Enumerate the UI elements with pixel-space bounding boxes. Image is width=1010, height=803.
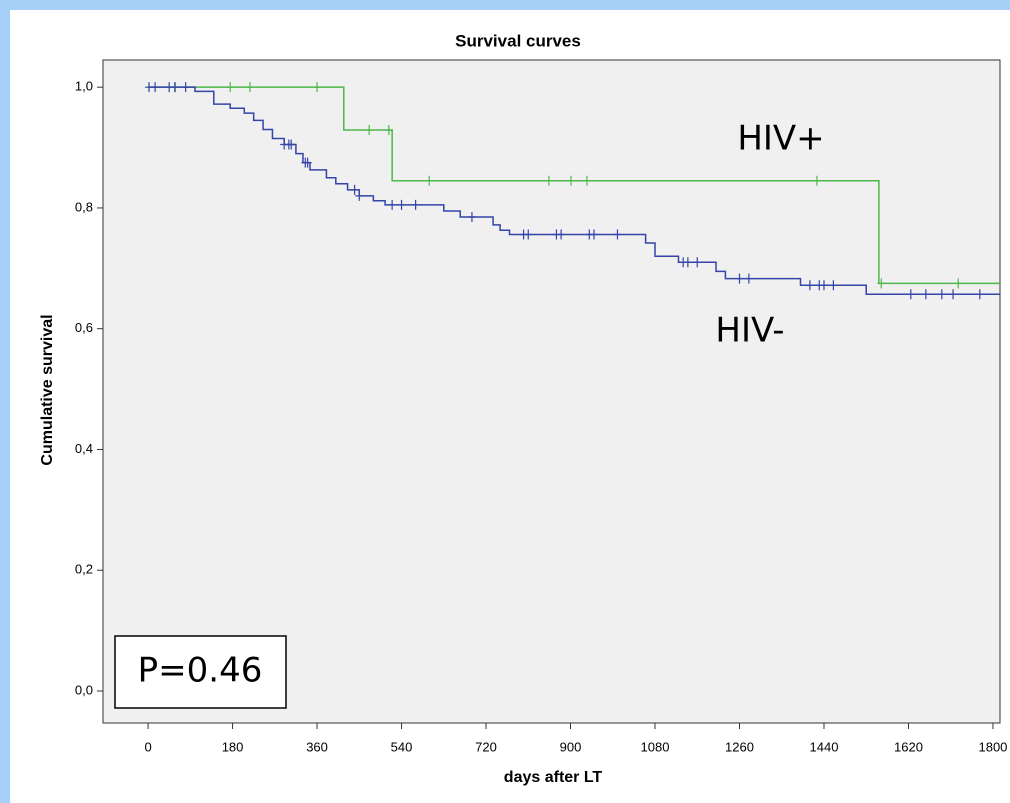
censor-mark — [949, 289, 958, 300]
annotation-box — [114, 635, 287, 709]
censor-mark — [937, 289, 946, 300]
censor-mark — [411, 199, 420, 210]
x-tick-label: 1260 — [725, 739, 754, 754]
y-tick-label: 0,4 — [75, 441, 93, 456]
x-tick-label: 0 — [144, 739, 151, 754]
censor-mark — [350, 184, 359, 195]
censor-mark — [954, 278, 963, 289]
annotation: HIV- — [715, 311, 784, 351]
censor-mark — [151, 82, 160, 93]
censor-mark — [613, 229, 622, 240]
censor-mark — [397, 199, 406, 210]
y-tick-label: 0,0 — [75, 682, 93, 697]
survival-line — [148, 86, 1000, 285]
x-axis-label: days after LT — [504, 769, 603, 786]
y-axis-label: Cumulative survival — [39, 314, 56, 465]
censor-mark — [975, 289, 984, 300]
y-tick-label: 0,2 — [75, 562, 93, 577]
censor-mark — [877, 278, 886, 289]
censor-mark — [365, 125, 374, 136]
chart-title: Survival curves — [455, 31, 581, 50]
x-tick-label: 180 — [222, 739, 244, 754]
censor-mark — [921, 289, 930, 300]
censor-mark — [829, 280, 838, 291]
y-tick-label: 0,8 — [75, 199, 93, 214]
x-tick-label: 1800 — [978, 739, 1007, 754]
censor-mark — [287, 139, 296, 150]
censor-mark — [355, 190, 364, 201]
x-tick-label: 540 — [391, 739, 413, 754]
censor-mark — [735, 273, 744, 284]
x-tick-label: 900 — [560, 739, 582, 754]
y-tick-label: 0,6 — [75, 320, 93, 335]
censor-mark — [812, 175, 821, 186]
censor-mark — [805, 280, 814, 291]
censor-mark — [467, 211, 476, 222]
censor-mark — [524, 229, 533, 240]
censor-mark — [589, 229, 598, 240]
annotation: HIV+ — [737, 119, 824, 159]
censor-mark — [693, 257, 702, 268]
x-tick-label: 1080 — [641, 739, 670, 754]
censor-mark — [544, 175, 553, 186]
censor-mark — [744, 273, 753, 284]
plot-area — [102, 59, 1001, 724]
censor-mark — [313, 82, 322, 93]
censor-mark — [557, 229, 566, 240]
censor-mark — [566, 175, 575, 186]
censor-mark — [425, 175, 434, 186]
censor-mark — [683, 257, 692, 268]
censor-mark — [906, 289, 915, 300]
x-tick-label: 1620 — [894, 739, 923, 754]
censor-mark — [226, 82, 235, 93]
x-tick-label: 360 — [306, 739, 328, 754]
x-tick-label: 1440 — [810, 739, 839, 754]
censor-mark — [384, 125, 393, 136]
x-tick-label: 720 — [475, 739, 497, 754]
censor-mark — [582, 175, 591, 186]
censor-mark — [388, 199, 397, 210]
censor-mark — [303, 157, 312, 168]
annotation: P=0.46 — [138, 651, 263, 691]
censor-mark — [170, 82, 179, 93]
censor-mark — [245, 82, 254, 93]
y-tick-label: 1,0 — [75, 79, 93, 94]
censor-mark — [819, 280, 828, 291]
censor-mark — [181, 82, 190, 93]
